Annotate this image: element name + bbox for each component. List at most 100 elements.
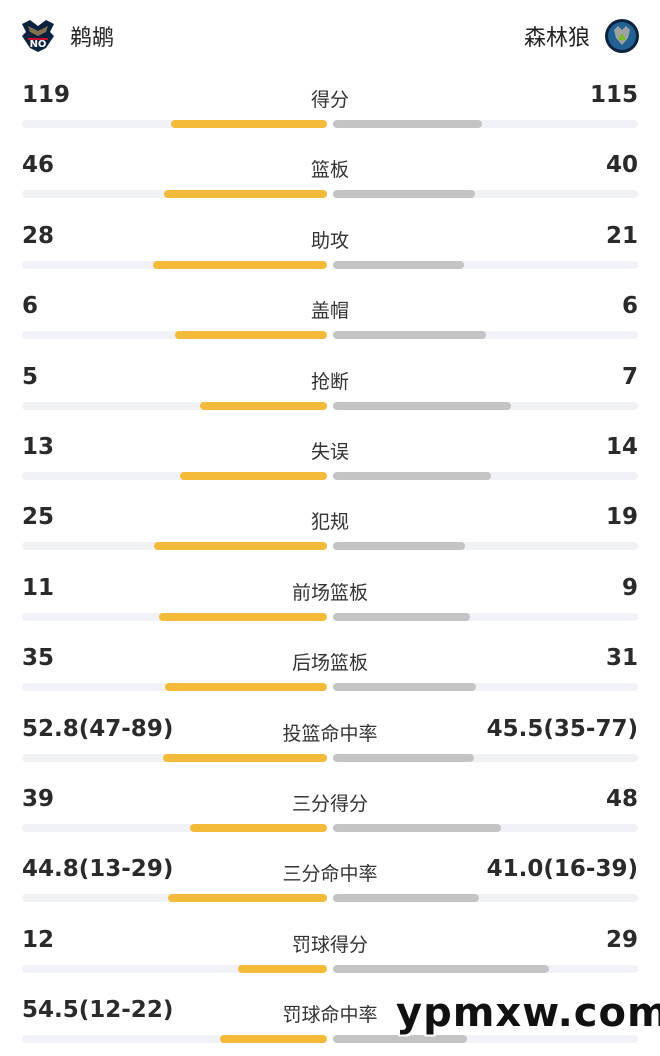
watermark: ypmxw.com [396, 990, 660, 1036]
stat-row: 44.8(13-29) 三分命中率 41.0(16-39) [0, 844, 660, 914]
home-stat-value: 46 [22, 152, 55, 179]
stat-row: 52.8(47-89) 投篮命中率 45.5(35-77) [0, 704, 660, 774]
home-team-name: 鹈鹕 [70, 26, 115, 51]
home-bar-track [22, 190, 327, 199]
home-bar [165, 683, 327, 692]
stat-label: 后场篮板 [291, 652, 368, 675]
away-stat-value: 31 [605, 645, 638, 672]
away-bar-track [333, 1035, 638, 1044]
home-bar-track [22, 542, 327, 551]
away-stat-value: 29 [605, 926, 638, 953]
away-bar [333, 894, 479, 903]
stat-row: 13 失误 14 [0, 422, 660, 492]
away-bar-track [333, 331, 638, 340]
home-bar-track [22, 1035, 327, 1044]
stat-label: 盖帽 [310, 300, 349, 323]
home-bar [167, 894, 327, 903]
away-bar [333, 542, 465, 551]
home-stat-value: 28 [22, 222, 55, 249]
away-stat-value: 115 [589, 82, 638, 108]
away-bar-track [333, 401, 638, 410]
away-bar [333, 683, 477, 692]
home-bar-track [22, 823, 327, 832]
home-bar [163, 190, 327, 199]
home-stat-value: 13 [22, 433, 55, 460]
away-bar [333, 964, 549, 973]
stat-row: 119 得分 115 [0, 70, 660, 140]
away-bar-track [333, 964, 638, 973]
home-team[interactable]: NO 鹈鹕 [20, 16, 114, 56]
stat-label: 投篮命中率 [282, 722, 378, 745]
stat-label: 前场篮板 [291, 581, 368, 604]
stat-row: 35 后场篮板 31 [0, 633, 660, 703]
home-bar [237, 964, 327, 973]
stat-row: 6 盖帽 6 [0, 281, 660, 351]
stat-row: 46 篮板 40 [0, 140, 660, 210]
home-stat-value: 5 [22, 363, 39, 390]
away-stat-value: 41.0(16-39) [486, 856, 638, 883]
stat-label: 罚球命中率 [282, 1004, 378, 1027]
stat-label: 得分 [310, 89, 349, 111]
home-bar [220, 1035, 327, 1044]
home-stat-value: 12 [22, 926, 55, 953]
away-bar-track [333, 612, 638, 621]
away-bar [333, 471, 492, 480]
home-bar [190, 823, 327, 832]
home-stat-value: 25 [22, 504, 55, 531]
away-team[interactable]: 森林狼 [524, 16, 640, 56]
away-stat-value: 48 [605, 785, 638, 812]
away-bar-track [333, 542, 638, 551]
timberwolves-logo-icon [605, 19, 639, 53]
away-bar-track [333, 260, 638, 269]
home-bar-track [22, 401, 327, 410]
home-bar [153, 542, 327, 551]
stat-row: 5 抢断 7 [0, 352, 660, 422]
stat-row: 28 助攻 21 [0, 211, 660, 281]
home-bar-track [22, 964, 327, 973]
home-bar-track [22, 612, 327, 621]
away-bar [333, 753, 475, 762]
home-bar-track [22, 260, 327, 269]
home-bar-track [22, 471, 327, 480]
away-bar-track [333, 823, 638, 832]
home-stat-value: 6 [22, 293, 39, 320]
home-stat-value: 35 [22, 645, 55, 672]
stat-label: 篮板 [310, 159, 349, 182]
home-stat-value: 11 [22, 574, 55, 601]
away-stat-value: 21 [605, 222, 638, 249]
home-stat-value: 39 [22, 785, 55, 812]
away-stat-value: 7 [621, 363, 638, 390]
away-bar-track [333, 753, 638, 762]
stat-label: 罚球得分 [291, 933, 368, 956]
away-stat-value: 40 [605, 152, 638, 179]
stat-label: 三分得分 [291, 792, 368, 815]
stat-label: 犯规 [310, 511, 349, 534]
home-stat-value: 119 [22, 82, 71, 108]
away-bar-track [333, 120, 638, 128]
home-bar-track [22, 894, 327, 903]
away-bar [333, 190, 475, 199]
home-stat-value: 52.8(47-89) [22, 715, 174, 742]
away-bar [333, 260, 464, 269]
away-stat-value: 9 [621, 574, 638, 601]
away-bar-track [333, 471, 638, 480]
stat-row: 12 罚球得分 29 [0, 915, 660, 985]
away-bar [333, 1035, 468, 1044]
stat-row: 25 犯规 19 [0, 492, 660, 562]
svg-text:NO: NO [30, 39, 47, 50]
away-stat-value: 45.5(35-77) [486, 715, 638, 742]
away-bar [333, 401, 511, 410]
home-bar [159, 612, 327, 621]
home-bar-track [22, 331, 327, 340]
stat-row: 39 三分得分 48 [0, 774, 660, 844]
stat-label: 助攻 [310, 229, 349, 252]
away-bar-track [333, 894, 638, 903]
home-bar [174, 331, 327, 340]
stat-label: 抢断 [310, 370, 349, 393]
header: NO 鹈鹕 森林狼 [0, 0, 660, 70]
home-bar [199, 401, 327, 410]
away-bar [333, 823, 502, 832]
away-stat-value: 14 [605, 433, 638, 460]
home-bar [152, 260, 327, 269]
pelicans-logo-icon: NO [22, 20, 54, 52]
